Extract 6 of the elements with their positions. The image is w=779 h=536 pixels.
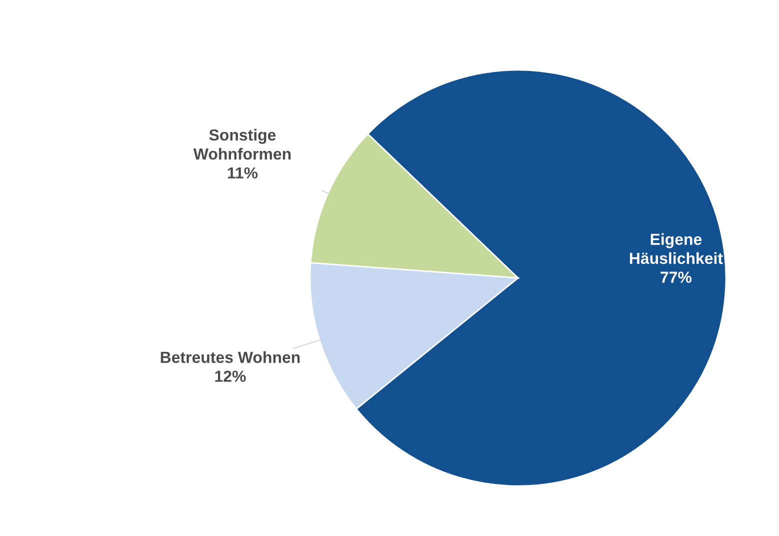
data-label: 12% <box>215 370 246 382</box>
slice-label: Eigene Häuslichkeit <box>630 233 723 264</box>
data-label: 11% <box>228 167 258 179</box>
slice-label: Betreutes Wohnen <box>160 351 300 364</box>
slice-label: Sonstige Wohnformen <box>193 128 291 160</box>
data-label: 77% <box>660 272 692 283</box>
